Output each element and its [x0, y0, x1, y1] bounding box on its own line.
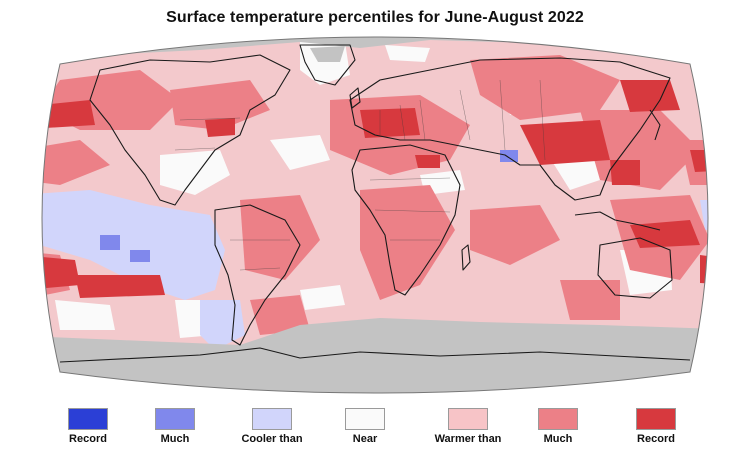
legend-label-much-cooler: Much: [160, 433, 190, 445]
legend-swatch-record-warm: [636, 408, 676, 430]
legend-swatch-near: [345, 408, 385, 430]
much-cooler-patches: [100, 150, 518, 262]
legend-swatch-much-cooler: [155, 408, 195, 430]
antarctica-outline: [59, 347, 691, 363]
legend-swatch-warmer: [448, 408, 488, 430]
legend-item-cooler: Cooler than: [217, 408, 327, 445]
map-title: Surface temperature percentiles for June…: [166, 9, 584, 26]
legend: Record Much Cooler than Near Warmer than…: [0, 408, 750, 450]
south-america-outline: [214, 204, 301, 346]
legend-swatch-cooler: [252, 408, 292, 430]
legend-label-much-warmer: Much: [543, 433, 573, 445]
north-america-outline: [89, 54, 291, 206]
legend-label-near: Near: [352, 433, 378, 445]
legend-item-record-cold: Record: [33, 408, 143, 445]
greenland-outline: [299, 44, 356, 86]
legend-label-warmer: Warmer than: [434, 433, 502, 445]
legend-item-much-warmer: Much: [503, 408, 613, 445]
country-borders: [174, 79, 546, 271]
japan-outline: [649, 109, 661, 141]
legend-label-cooler: Cooler than: [241, 433, 303, 445]
legend-item-near: Near: [310, 408, 420, 445]
legend-label-record-warm: Record: [637, 433, 675, 445]
legend-item-record-warm: Record: [601, 408, 711, 445]
madagascar-outline: [461, 244, 471, 271]
world-map: [41, 36, 709, 394]
indonesia-outline: [574, 211, 661, 231]
legend-label-record-cold: Record: [69, 433, 107, 445]
map-border: [41, 36, 709, 394]
legend-item-warmer: Warmer than: [413, 408, 523, 445]
australia-outline: [597, 237, 673, 299]
africa-outline: [351, 144, 461, 296]
legend-swatch-much-warmer: [538, 408, 578, 430]
legend-swatch-record-cold: [68, 408, 108, 430]
legend-item-much-cooler: Much: [120, 408, 230, 445]
uk-outline: [349, 87, 361, 109]
